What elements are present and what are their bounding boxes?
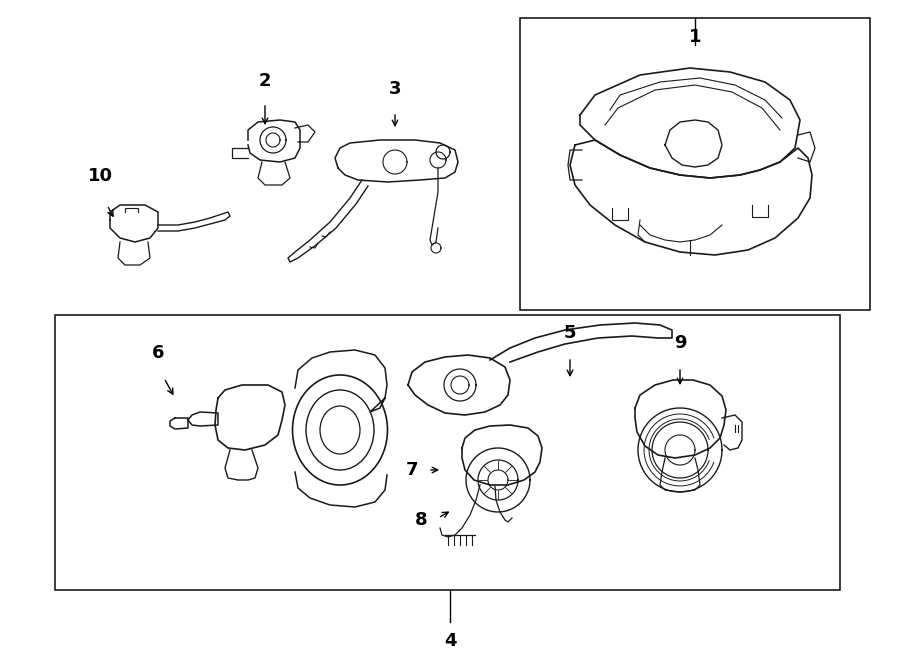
Text: 4: 4	[444, 632, 456, 650]
Bar	[55, 315, 840, 590]
Text: 6: 6	[152, 344, 164, 362]
Text: 7: 7	[406, 461, 418, 479]
Text: 10: 10	[87, 167, 112, 185]
Text: 3: 3	[389, 80, 401, 98]
Bar	[520, 18, 870, 310]
Text: 2: 2	[259, 72, 271, 90]
Text: 5: 5	[563, 324, 576, 342]
Text: 8: 8	[416, 511, 428, 529]
Text: 9: 9	[674, 334, 686, 352]
Text: 1: 1	[688, 28, 701, 46]
